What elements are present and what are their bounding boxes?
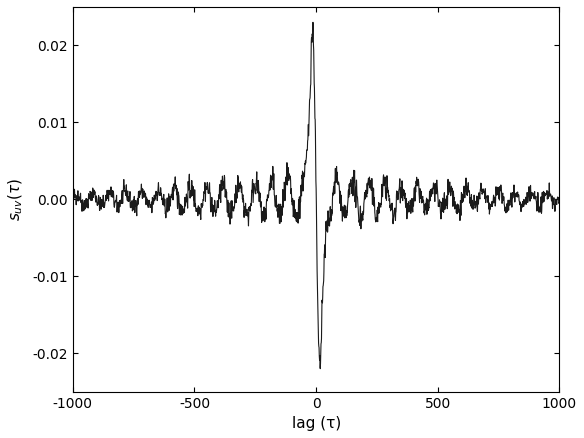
X-axis label: lag (τ): lag (τ) xyxy=(291,416,340,431)
Y-axis label: $s_{uv}(\tau)$: $s_{uv}(\tau)$ xyxy=(7,178,25,221)
